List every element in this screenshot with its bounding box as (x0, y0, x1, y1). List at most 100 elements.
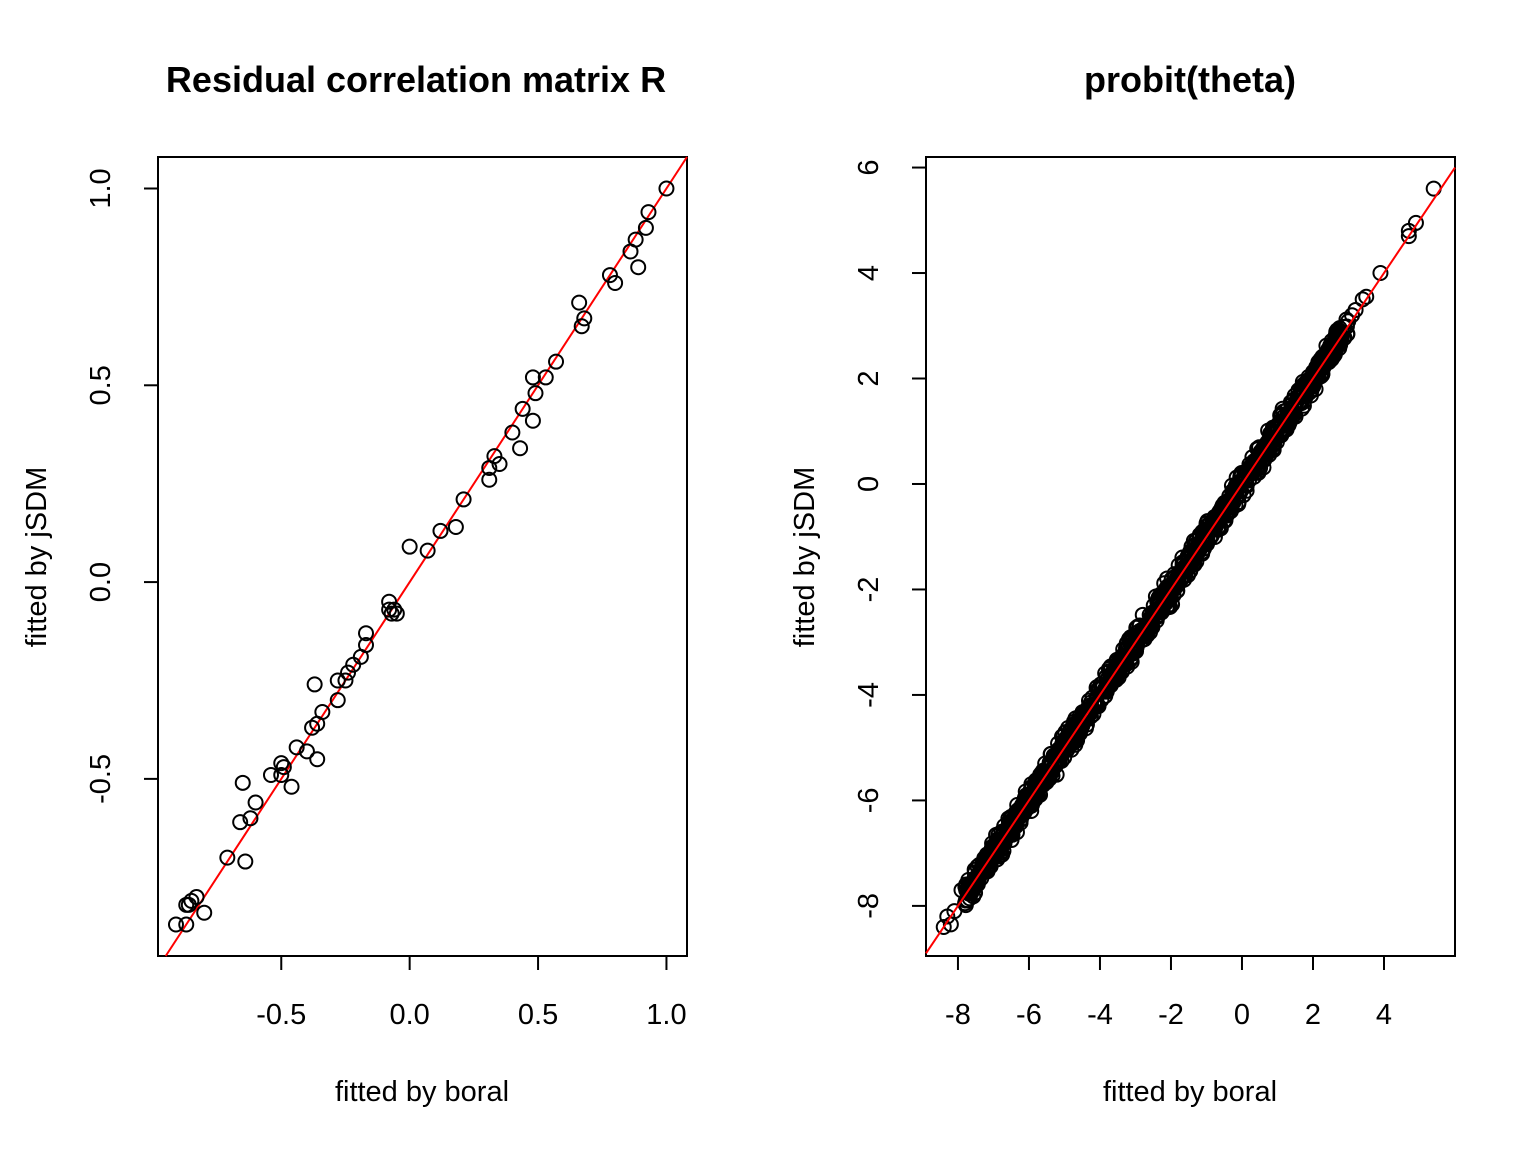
right-reference-line-group (925, 166, 1456, 954)
data-point (637, 219, 654, 236)
data-point (306, 676, 323, 693)
data-point (381, 593, 398, 610)
data-point (1254, 447, 1271, 464)
data-point (1358, 288, 1375, 305)
data-point (1213, 502, 1230, 519)
right-scatter-panel: probit(theta) fitted by boral fitted by … (789, 59, 1456, 1108)
data-point (1169, 568, 1186, 585)
data-point (1008, 815, 1025, 832)
data-point (1109, 662, 1126, 679)
x-tick-label: -0.5 (256, 999, 306, 1031)
data-point (386, 601, 403, 618)
data-point (304, 719, 321, 736)
data-point (1295, 388, 1312, 405)
data-point (275, 759, 292, 776)
y-tick-label: -8 (853, 893, 885, 919)
data-point (1326, 335, 1343, 352)
data-point (340, 664, 357, 681)
left-scatter-panel: Residual correlation matrix R fitted by … (21, 59, 688, 1108)
left-y-axis: -0.5 0.0 0.5 1.0 (85, 168, 159, 804)
data-point (601, 267, 618, 284)
data-point (167, 916, 184, 933)
data-point (309, 715, 326, 732)
data-point (345, 656, 362, 673)
data-point (527, 385, 544, 402)
data-point (219, 849, 236, 866)
right-y-axis-label: fitted by jSDM (789, 467, 821, 648)
data-point (1285, 403, 1302, 420)
data-point (196, 904, 213, 921)
data-point (1158, 591, 1175, 608)
data-point (183, 892, 200, 909)
y-tick-label: -6 (853, 788, 885, 814)
data-point (630, 259, 647, 276)
right-chart-title: probit(theta) (1084, 59, 1296, 100)
x-tick-label: -6 (1016, 999, 1042, 1031)
data-point (298, 743, 315, 760)
data-point (383, 605, 400, 622)
y-tick-label: -2 (853, 577, 885, 603)
data-point (1038, 767, 1055, 784)
left-y-axis-label: fitted by jSDM (21, 467, 53, 648)
data-point (337, 672, 354, 689)
data-point (1223, 491, 1240, 508)
data-point (288, 739, 305, 756)
data-point (658, 180, 675, 197)
data-point (1033, 776, 1050, 793)
left-points (167, 180, 675, 933)
data-point (242, 810, 259, 827)
data-point (537, 369, 554, 386)
data-point (995, 825, 1012, 842)
data-point (1246, 458, 1263, 475)
data-point (935, 918, 952, 935)
data-point (232, 814, 249, 831)
data-point (548, 353, 565, 370)
y-tick-label: 0 (853, 476, 885, 492)
x-tick-label: 0.0 (389, 999, 429, 1031)
data-point (432, 522, 449, 539)
data-point (329, 672, 346, 689)
y-tick-label: 1.0 (85, 168, 117, 208)
y-tick-label: 4 (853, 265, 885, 281)
y-tick-label: 6 (853, 159, 885, 175)
right-x-axis-label: fitted by boral (1103, 1076, 1277, 1108)
data-point (329, 692, 346, 709)
data-point (1400, 228, 1417, 245)
data-point (576, 310, 593, 327)
data-point (1069, 723, 1086, 740)
data-point (607, 274, 624, 291)
data-point (178, 896, 195, 913)
data-point (640, 204, 657, 221)
y-tick-label: 0.0 (85, 562, 117, 602)
data-point (247, 794, 264, 811)
data-point (481, 471, 498, 488)
data-point (622, 243, 639, 260)
y-tick-label: -4 (853, 682, 885, 708)
data-point (504, 424, 521, 441)
data-point (514, 400, 531, 417)
data-point (524, 412, 541, 429)
left-chart-title: Residual correlation matrix R (166, 59, 666, 100)
data-point (234, 774, 251, 791)
data-point (1317, 348, 1334, 365)
data-point (1129, 618, 1146, 635)
data-point (1050, 750, 1067, 767)
data-point (273, 755, 290, 772)
data-point (573, 318, 590, 335)
data-point (401, 538, 418, 555)
data-point (491, 456, 508, 473)
data-point (358, 625, 375, 642)
right-y-axis: -8 -6 -4 -2 0 2 4 6 (853, 159, 927, 919)
x-tick-label: -8 (945, 999, 971, 1031)
x-tick-label: 1.0 (646, 999, 686, 1031)
data-point (965, 874, 982, 891)
x-tick-label: -2 (1158, 999, 1184, 1031)
data-point (968, 872, 985, 889)
data-point (309, 751, 326, 768)
data-point (1182, 557, 1199, 574)
data-point (388, 605, 405, 622)
data-point (178, 916, 195, 933)
data-point (1123, 644, 1140, 661)
data-point (524, 369, 541, 386)
